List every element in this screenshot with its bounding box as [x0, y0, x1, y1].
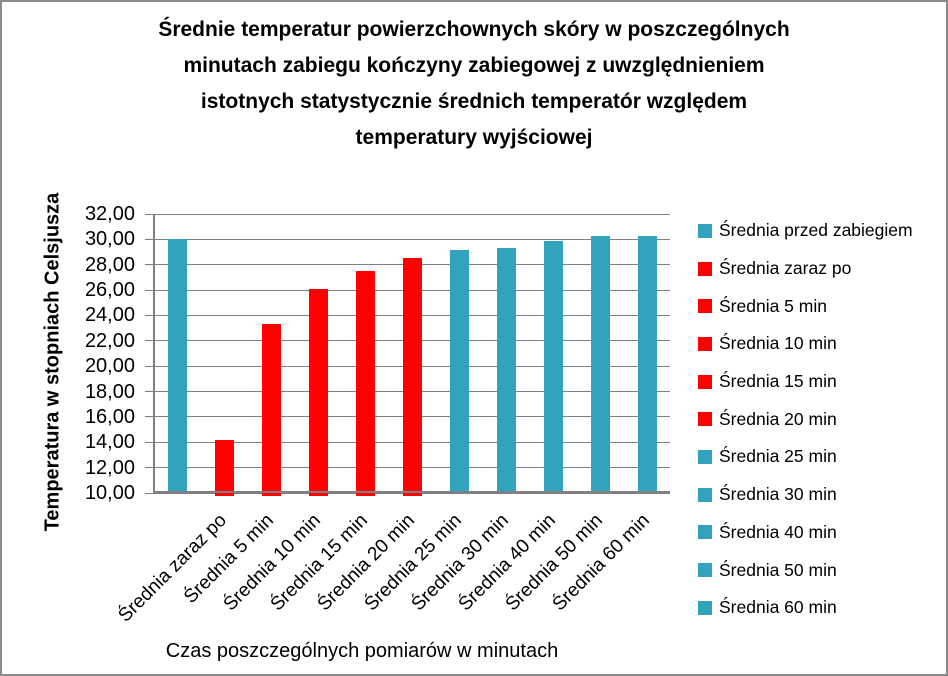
legend-label: Średnia 50 min — [719, 559, 837, 580]
x-axis-line — [153, 491, 670, 493]
y-axis-tick-label: 10,00 — [84, 482, 135, 504]
legend-item: Średnia 5 min — [698, 287, 913, 325]
y-axis-tick-label: 20,00 — [84, 355, 135, 378]
plot-area — [145, 213, 670, 496]
y-axis-tick-label: 16,00 — [84, 405, 135, 428]
bar — [637, 235, 657, 493]
y-axis-tick-label: 24,00 — [84, 304, 135, 327]
y-axis-tick — [145, 264, 153, 266]
legend-label: Średnia zaraz po — [719, 258, 852, 279]
legend-color-swatch-icon — [698, 336, 712, 351]
y-axis-tick — [145, 314, 153, 316]
legend-item: Średnia 60 min — [698, 589, 913, 627]
legend-item: Średnia 40 min — [698, 514, 913, 552]
y-axis-tick-label: 14,00 — [84, 431, 135, 454]
legend-color-swatch-icon — [698, 487, 712, 502]
y-axis-tick — [145, 340, 153, 342]
y-axis-tick-label: 18,00 — [84, 380, 135, 403]
legend-color-swatch-icon — [698, 261, 712, 276]
y-axis-tick-label: 26,00 — [84, 279, 135, 302]
legend-color-swatch-icon — [698, 412, 712, 427]
bar — [590, 235, 610, 493]
y-axis-tick — [145, 416, 153, 418]
legend-color-swatch-icon — [698, 563, 712, 578]
y-axis-tick-label: 30,00 — [84, 228, 135, 251]
chart-title-line-3: istotnych statystycznie średnich tempera… — [200, 90, 748, 113]
gridline — [153, 238, 670, 240]
y-axis-tick-label: 12,00 — [84, 456, 135, 479]
bar — [449, 249, 469, 493]
legend-item: Średnia 15 min — [698, 363, 913, 401]
legend-label: Średnia 60 min — [719, 597, 837, 618]
bar — [261, 324, 281, 496]
legend-item: Średnia 30 min — [698, 476, 913, 514]
bar — [543, 240, 563, 493]
legend-item: Średnia 25 min — [698, 438, 913, 476]
chart-title: Średnie temperatur powierzchownych skóry… — [2, 12, 946, 156]
legend-item: Średnia zaraz po — [698, 250, 913, 288]
gridline — [153, 213, 670, 215]
bar — [214, 439, 234, 496]
bar — [496, 248, 516, 493]
legend: Średnia przed zabiegiem Średnia zaraz po Ś… — [698, 212, 913, 627]
y-axis-tick — [145, 441, 153, 443]
y-axis-tick — [145, 492, 153, 494]
y-axis-tick — [145, 289, 153, 291]
bar — [308, 288, 328, 496]
legend-label: Średnia 5 min — [719, 295, 827, 316]
chart-title-line-1: Średnie temperatur powierzchownych skóry… — [158, 18, 790, 41]
bar — [355, 271, 375, 496]
y-axis-tick — [145, 467, 153, 469]
legend-color-swatch-icon — [698, 600, 712, 615]
legend-color-swatch-icon — [698, 449, 712, 464]
y-axis-tick — [145, 365, 153, 367]
legend-label: Średnia 15 min — [719, 371, 837, 392]
legend-label: Średnia przed zabiegiem — [719, 220, 913, 241]
legend-color-swatch-icon — [698, 299, 712, 314]
legend-color-swatch-icon — [698, 374, 712, 389]
y-axis-line — [153, 214, 155, 493]
legend-color-swatch-icon — [698, 525, 712, 540]
legend-label: Średnia 20 min — [719, 408, 837, 429]
y-axis-tick-label: 22,00 — [84, 329, 135, 352]
bar — [167, 239, 187, 493]
legend-item: Średnia przed zabiegiem — [698, 212, 913, 250]
legend-item: Średnia 10 min — [698, 325, 913, 363]
y-axis-tick — [145, 238, 153, 240]
y-axis-tick-label: 32,00 — [84, 203, 135, 225]
legend-label: Średnia 10 min — [719, 333, 837, 354]
chart-title-line-4: temperatury wyjściowej — [355, 126, 593, 149]
legend-label: Średnia 30 min — [719, 484, 837, 505]
y-axis-tick — [145, 213, 153, 215]
y-axis-tick — [145, 391, 153, 393]
legend-item: Średnia 50 min — [698, 551, 913, 589]
x-axis-title: Czas poszczególnych pomiarów w minutach — [165, 640, 559, 662]
chart-title-line-2: minutach zabiegu kończyny zabiegowej z u… — [183, 54, 765, 77]
legend-item: Średnia 20 min — [698, 400, 913, 438]
y-axis-tick-label: 28,00 — [84, 253, 135, 276]
legend-label: Średnia 40 min — [719, 521, 837, 542]
legend-label: Średnia 25 min — [719, 446, 837, 467]
bar — [402, 258, 422, 496]
legend-color-swatch-icon — [698, 223, 712, 238]
